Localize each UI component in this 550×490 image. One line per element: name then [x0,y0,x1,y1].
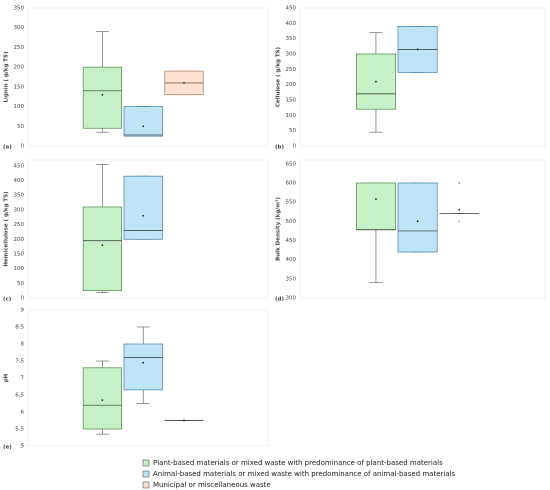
y-axis-label: Hemicellulose ( g/kg TS) [4,191,10,267]
mean-marker [183,82,185,84]
y-tick-label: 550 [286,200,297,206]
y-tick-label: 450 [286,6,297,12]
y-tick-label: 8 [21,342,25,348]
panel-frame [27,309,269,447]
panel-frame [299,159,546,299]
y-tick-label: 350 [286,36,297,42]
y-tick-label: 250 [286,67,297,73]
y-tick-label: 400 [14,178,25,184]
box [356,53,396,110]
box [123,343,163,391]
outlier [458,220,460,223]
panel-frame [27,7,269,147]
y-tick-label: 250 [14,222,25,228]
y-tick-label: 6 [21,410,25,416]
mean-marker [375,80,377,83]
y-tick-label: 0 [21,144,25,150]
y-tick-label: 100 [14,104,25,110]
box [82,206,122,292]
panel-frame [27,159,269,299]
panel-label: (c) [3,297,12,303]
y-axis-label: Bulk Density (kg/m³) [275,197,282,261]
panel-label: (d) [275,297,284,303]
y-tick-label: 300 [14,25,25,31]
y-tick-label: 450 [14,163,25,169]
mean-marker [101,244,104,247]
panel-label: (a) [3,145,12,151]
legend-swatch [142,459,150,467]
mean-marker [142,214,145,217]
panel-label: (b) [275,145,284,151]
y-tick-label: 0 [293,144,297,150]
mean-marker [458,208,461,211]
y-tick-label: 50 [289,128,296,134]
y-tick-label: 650 [286,161,297,167]
y-tick-label: 600 [286,181,297,187]
y-tick-label: 150 [14,251,25,257]
box [356,182,396,231]
y-tick-label: 7 [21,376,25,382]
y-tick-label: 300 [14,207,25,213]
box [123,175,163,240]
legend-swatch [142,481,150,489]
y-tick-label: 5.5 [15,427,24,433]
legend-label: Animal-based materials or mixed waste wi… [153,470,456,478]
y-tick-label: 200 [14,65,25,71]
box [123,106,163,137]
y-tick-label: 450 [286,238,297,244]
y-tick-label: 350 [286,276,297,282]
y-tick-label: 150 [286,98,297,104]
y-axis-label: Cellulose ( g/kg TS) [276,46,282,107]
y-tick-label: 0 [21,296,25,302]
mean-marker [183,419,185,422]
y-tick-label: 8.5 [15,325,24,331]
legend-label: Plant-based materials or mixed waste wit… [153,459,443,467]
y-tick-label: 300 [286,296,297,302]
legend-label: Municipal or miscellaneous waste [153,481,271,489]
y-tick-label: 300 [286,52,297,58]
y-tick-label: 250 [14,45,25,51]
y-tick-label: 9 [21,308,25,314]
y-tick-label: 6.5 [15,393,24,399]
y-tick-label: 150 [14,84,25,90]
y-tick-label: 350 [14,6,25,12]
y-tick-label: 50 [17,124,24,130]
y-tick-label: 7.5 [15,359,24,365]
mean-marker [375,198,377,201]
y-tick-label: 5 [21,444,25,450]
y-tick-label: 200 [286,82,297,88]
mean-marker [416,48,419,51]
mean-marker [142,125,145,128]
y-tick-label: 50 [17,281,24,287]
y-tick-label: 200 [14,237,25,243]
y-tick-label: 350 [14,193,25,199]
box [397,182,438,253]
mean-marker [416,220,419,223]
y-tick-label: 500 [286,219,297,225]
box [82,66,122,129]
y-tick-label: 100 [286,113,297,119]
y-axis-label: Lignin ( g/kg TS) [4,51,10,103]
mean-marker [142,361,145,364]
outlier [458,182,460,184]
y-axis-label: pH [4,373,10,382]
mean-marker [101,399,104,401]
panel-label: (e) [3,445,12,451]
y-tick-label: 100 [14,266,25,272]
y-tick-label: 400 [286,21,297,27]
mean-marker [101,93,104,96]
box [82,367,122,430]
y-tick-label: 400 [286,257,297,263]
panel-frame [299,7,546,147]
legend-swatch [142,470,150,478]
